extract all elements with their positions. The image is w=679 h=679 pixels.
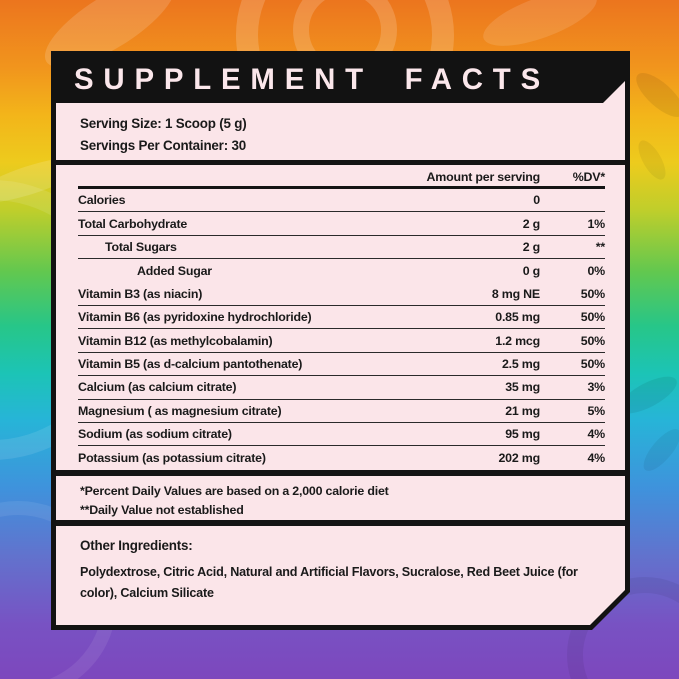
row-daily-value: 50%	[580, 286, 605, 301]
row-label: Sodium (as sodium citrate)	[78, 427, 232, 442]
section-divider	[56, 520, 625, 526]
row-amount: 0 g	[522, 263, 540, 278]
footnote-dv-not-established: **Daily Value not established	[80, 502, 244, 517]
table-row: Vitamin B12 (as methylcobalamin) 1.2 mcg 5…	[78, 329, 605, 352]
table-row: Vitamin B6 (as pyridoxine hydrochloride)…	[78, 306, 605, 329]
footnote-daily-values: *Percent Daily Values are based on a 2,0…	[80, 483, 389, 498]
row-daily-value: 0%	[587, 263, 605, 278]
table-row: Total Carbohydrate 2 g 1%	[78, 212, 605, 235]
row-daily-value: 4%	[587, 450, 605, 465]
table-row: Added Sugar 0 g 0%	[78, 259, 605, 282]
row-amount: 0	[533, 193, 540, 208]
table-row: Magnesium ( as magnesium citrate) 21 mg 5%	[78, 400, 605, 423]
row-amount: 95 mg	[505, 427, 540, 442]
supplement-facts-panel-inner: SUPPLEMENT FACTS Serving Size: 1 Scoop (…	[56, 56, 625, 625]
row-label: Vitamin B5 (as d-calcium pantothenate)	[78, 356, 303, 371]
table-row: Sodium (as sodium citrate) 95 mg 4%	[78, 423, 605, 446]
amount-column-header: Amount per serving	[426, 170, 540, 184]
serving-size-text: Serving Size: 1 Scoop (5 g)	[80, 116, 247, 131]
other-ingredients-text: Polydextrose, Citric Acid, Natural and A…	[80, 564, 578, 600]
row-amount: 8 mg NE	[491, 286, 540, 301]
row-amount: 2.5 mg	[501, 356, 540, 371]
table-row: Vitamin B5 (as d-calcium pantothenate) 2.…	[78, 353, 605, 376]
row-daily-value: 4%	[587, 427, 605, 442]
row-label: Total Sugars	[105, 239, 177, 254]
section-divider	[56, 470, 625, 476]
row-amount: 21 mg	[505, 403, 540, 418]
header-underline	[78, 186, 605, 189]
table-row: Potassium (as potassium citrate) 202 mg 4%	[78, 446, 605, 469]
other-ingredients-heading: Other Ingredients:	[80, 537, 193, 553]
nutrition-table: Amount per serving %DV* Calories 0 Total C…	[56, 165, 625, 470]
row-label: Potassium (as potassium citrate)	[78, 450, 266, 465]
row-daily-value: 5%	[587, 403, 605, 418]
other-ingredients-section: Other Ingredients: Polydextrose, Citric …	[56, 526, 625, 625]
row-label: Total Carbohydrate	[78, 216, 188, 231]
serving-info-section: Serving Size: 1 Scoop (5 g) Servings Per…	[56, 103, 625, 160]
section-divider	[56, 160, 625, 165]
dv-column-header: %DV*	[572, 170, 605, 184]
row-label: Calcium (as calcium citrate)	[78, 380, 237, 395]
row-label: Added Sugar	[137, 263, 212, 278]
row-daily-value: 50%	[580, 333, 605, 348]
row-daily-value: 50%	[580, 356, 605, 371]
row-daily-value: 50%	[580, 310, 605, 325]
table-row: Calcium (as calcium citrate) 35 mg 3%	[78, 376, 605, 399]
row-label: Magnesium ( as magnesium citrate)	[78, 403, 282, 418]
row-amount: 0.85 mg	[495, 310, 540, 325]
table-rows-container: Calories 0 Total Carbohydrate 2 g 1% Total Su…	[56, 189, 625, 470]
supplement-facts-panel: SUPPLEMENT FACTS Serving Size: 1 Scoop (…	[51, 51, 630, 630]
table-row: Calories 0	[78, 189, 605, 212]
row-amount: 2 g	[522, 239, 540, 254]
table-row: Total Sugars 2 g **	[78, 236, 605, 259]
row-label: Calories	[78, 193, 126, 208]
row-label: Vitamin B6 (as pyridoxine hydrochloride)	[78, 310, 312, 325]
row-amount: 2 g	[522, 216, 540, 231]
row-label: Vitamin B3 (as niacin)	[78, 286, 203, 301]
row-amount: 202 mg	[498, 450, 540, 465]
row-daily-value: **	[595, 239, 605, 254]
row-amount: 35 mg	[505, 380, 540, 395]
table-row: Vitamin B3 (as niacin) 8 mg NE 50%	[78, 283, 605, 306]
panel-title: SUPPLEMENT FACTS	[74, 62, 550, 96]
row-amount: 1.2 mcg	[495, 333, 540, 348]
row-label: Vitamin B12 (as methylcobalamin)	[78, 333, 273, 348]
supplement-facts-banner: SUPPLEMENT FACTS	[56, 56, 625, 103]
servings-per-container-text: Servings Per Container: 30	[80, 138, 246, 153]
row-daily-value: 1%	[587, 216, 605, 231]
row-daily-value: 3%	[587, 380, 605, 395]
table-header-row: Amount per serving %DV*	[78, 165, 605, 184]
footnotes-section: *Percent Daily Values are based on a 2,0…	[56, 476, 625, 520]
